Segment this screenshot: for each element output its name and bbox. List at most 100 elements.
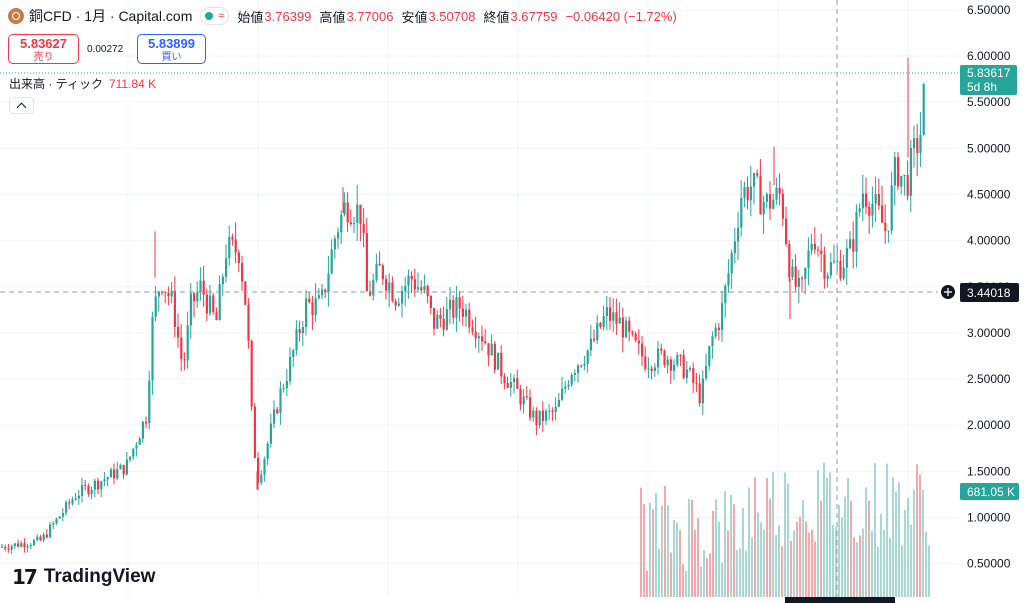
- candle-body: [516, 378, 519, 389]
- candle-body: [775, 187, 778, 200]
- volume-bar: [850, 500, 852, 597]
- delayed-data-icon: ≈: [218, 10, 225, 22]
- candle-body: [365, 233, 368, 292]
- volume-bar: [769, 498, 771, 597]
- candle-body: [205, 294, 208, 314]
- volume-bar: [898, 482, 900, 597]
- volume-bar: [907, 497, 909, 597]
- candle-body: [461, 308, 464, 317]
- candle-body: [4, 546, 7, 549]
- candle-body: [861, 193, 864, 209]
- candle-body: [333, 238, 336, 250]
- change-value: −0.06420 (−1.72%): [565, 8, 677, 24]
- candle-body: [797, 277, 800, 287]
- crosshair-time-label: [785, 597, 895, 603]
- candle-body: [810, 243, 813, 251]
- candle-body: [781, 193, 784, 219]
- candle-body: [788, 243, 791, 278]
- market-status[interactable]: ≈: [200, 7, 230, 25]
- candle-body: [759, 175, 762, 215]
- candle-body: [455, 297, 458, 318]
- volume-bar: [787, 483, 789, 597]
- candle-body: [199, 280, 202, 293]
- candle-body: [225, 258, 228, 277]
- volume-bar: [682, 564, 684, 597]
- volume-bar: [889, 537, 891, 597]
- candle-body: [20, 543, 23, 547]
- candle-body: [52, 523, 55, 525]
- candle-body: [311, 302, 314, 316]
- candle-body: [343, 202, 346, 215]
- candle-body: [791, 266, 794, 278]
- candle-body: [922, 83, 925, 135]
- candle-body: [641, 343, 644, 357]
- volume-bar: [640, 487, 642, 597]
- candle-body: [324, 289, 327, 292]
- volume-bar: [721, 562, 723, 597]
- sell-button[interactable]: 5.83627 売り: [8, 34, 79, 64]
- price-tick-label: 5.50000: [967, 95, 1011, 109]
- symbol-title[interactable]: 銅CFD · 1月 · Capital.com: [29, 8, 193, 24]
- candle-body: [625, 320, 628, 338]
- candle-body: [503, 376, 506, 383]
- volume-bar: [904, 510, 906, 597]
- volume-bar: [709, 553, 711, 597]
- volume-legend[interactable]: 出来高 · ティック 711.84 K: [9, 75, 156, 92]
- candle-body: [765, 194, 768, 202]
- candle-body: [762, 201, 765, 215]
- candle-body: [279, 388, 282, 413]
- collapse-legend-button[interactable]: [9, 97, 34, 114]
- candle-body: [218, 284, 221, 320]
- volume-bar: [853, 537, 855, 597]
- candle-body: [81, 484, 84, 496]
- chart-grid: [0, 0, 958, 597]
- buy-button[interactable]: 5.83899 買い: [137, 34, 206, 64]
- volume-bar: [685, 570, 687, 597]
- volume-bar: [883, 529, 885, 597]
- candle-body: [826, 275, 829, 279]
- candle-body: [97, 480, 100, 490]
- spread-value: 0.00272: [87, 44, 124, 55]
- candle-body: [436, 314, 439, 329]
- candle-body: [372, 279, 375, 296]
- candle-body: [330, 249, 333, 274]
- candle-body: [55, 518, 58, 524]
- candle-body: [298, 329, 301, 334]
- candle-body: [465, 309, 468, 317]
- price-tick-label: 3.00000: [967, 326, 1011, 340]
- candle-body: [919, 134, 922, 153]
- candle-body: [900, 175, 903, 187]
- volume-value: 711.84 K: [108, 77, 157, 91]
- candle-body: [417, 287, 420, 290]
- candle-body: [36, 536, 39, 541]
- volume-bar: [766, 478, 768, 597]
- candle-body: [58, 516, 61, 519]
- volume-bar: [862, 528, 864, 597]
- price-tick-label: 2.00000: [967, 418, 1011, 432]
- tradingview-logo[interactable]: 17 TradingView: [12, 565, 155, 589]
- volume-bar: [823, 462, 825, 597]
- candle-body: [871, 203, 874, 216]
- candle-body: [839, 260, 842, 279]
- candle-body: [87, 486, 90, 494]
- volume-bar: [658, 548, 660, 597]
- volume-bar: [808, 532, 810, 597]
- high-value: 3.77006: [346, 8, 394, 24]
- candle-body: [327, 273, 330, 292]
- candle-body: [77, 495, 80, 499]
- legend-header: 銅CFD · 1月 · Capital.com ≈ 始値 3.76399 高値 …: [8, 6, 685, 26]
- candle-body: [250, 340, 253, 407]
- volume-bar: [814, 541, 816, 597]
- volume-bar: [751, 537, 753, 597]
- candle-body: [151, 316, 154, 381]
- candle-body: [673, 364, 676, 371]
- candle-body: [746, 186, 749, 201]
- candle-body: [253, 406, 256, 458]
- candle-body: [445, 309, 448, 330]
- volume-bar: [790, 540, 792, 597]
- candle-body: [61, 512, 64, 517]
- candle-body: [68, 502, 71, 504]
- candle-body: [29, 545, 32, 547]
- candle-body: [596, 323, 599, 341]
